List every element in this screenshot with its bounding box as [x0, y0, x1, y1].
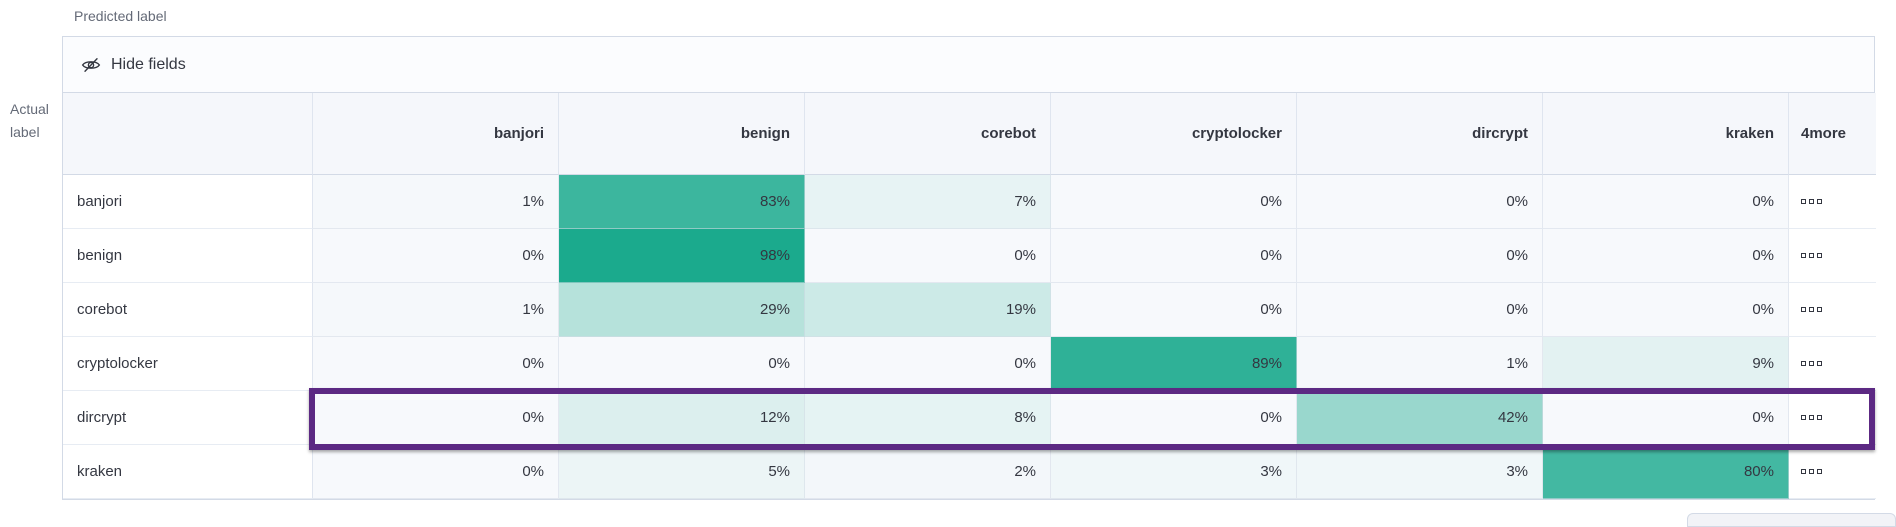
row-actions-button[interactable] — [1801, 469, 1822, 474]
predicted-label: Predicted label — [74, 8, 167, 24]
matrix-cell[interactable]: 0% — [313, 337, 559, 391]
row-label-dircrypt[interactable]: dircrypt — [63, 391, 313, 445]
row-actions-cell — [1789, 229, 1876, 283]
matrix-cell[interactable]: 1% — [1297, 337, 1543, 391]
matrix-cell[interactable]: 0% — [1051, 229, 1297, 283]
matrix-cell[interactable]: 0% — [1543, 175, 1789, 229]
row-actions-cell — [1789, 391, 1876, 445]
row-actions-button[interactable] — [1801, 199, 1822, 204]
matrix-cell[interactable]: 83% — [559, 175, 805, 229]
matrix-cell[interactable]: 3% — [1051, 445, 1297, 499]
row-label-banjori[interactable]: banjori — [63, 175, 313, 229]
hide-fields-label: Hide fields — [111, 55, 186, 73]
confusion-matrix-panel: Hide fields banjori benign corebot cryptolo… — [62, 36, 1876, 500]
matrix-cell[interactable]: 0% — [1297, 229, 1543, 283]
ellipsis-boxes-icon — [1801, 415, 1806, 420]
matrix-cell[interactable]: 12% — [559, 391, 805, 445]
row-label-corebot[interactable]: corebot — [63, 283, 313, 337]
column-header-dircrypt[interactable]: dircrypt — [1297, 93, 1543, 175]
ellipsis-boxes-icon — [1801, 199, 1806, 204]
column-header-corebot[interactable]: corebot — [805, 93, 1051, 175]
row-actions-cell — [1789, 337, 1876, 391]
matrix-cell[interactable]: 0% — [1051, 391, 1297, 445]
row-actions-cell — [1789, 175, 1876, 229]
row-actions-button[interactable] — [1801, 415, 1822, 420]
actual-label: Actual label — [10, 101, 49, 140]
matrix-cell[interactable]: 9% — [1543, 337, 1789, 391]
matrix-cell[interactable]: 8% — [805, 391, 1051, 445]
matrix-cell[interactable]: 0% — [1543, 229, 1789, 283]
matrix-cell[interactable]: 0% — [559, 337, 805, 391]
matrix-cell[interactable]: 0% — [1543, 283, 1789, 337]
matrix-cell[interactable]: 3% — [1297, 445, 1543, 499]
matrix-cell[interactable]: 29% — [559, 283, 805, 337]
matrix-cell[interactable]: 0% — [1297, 283, 1543, 337]
ellipsis-boxes-icon — [1801, 469, 1806, 474]
hide-fields-button[interactable]: Hide fields — [81, 55, 186, 75]
row-actions-button[interactable] — [1801, 307, 1822, 312]
matrix-cell[interactable]: 42% — [1297, 391, 1543, 445]
column-header-kraken[interactable]: kraken — [1543, 93, 1789, 175]
matrix-cell[interactable]: 0% — [805, 229, 1051, 283]
row-actions-cell — [1789, 445, 1876, 499]
matrix-cell[interactable]: 0% — [313, 229, 559, 283]
matrix-cell[interactable]: 7% — [805, 175, 1051, 229]
matrix-cell[interactable]: 5% — [559, 445, 805, 499]
matrix-cell[interactable]: 98% — [559, 229, 805, 283]
matrix-cell[interactable]: 1% — [313, 283, 559, 337]
matrix-cell[interactable]: 19% — [805, 283, 1051, 337]
matrix-cell[interactable]: 0% — [1543, 391, 1789, 445]
ellipsis-boxes-icon — [1801, 361, 1806, 366]
row-label-kraken[interactable]: kraken — [63, 445, 313, 499]
column-header-banjori[interactable]: banjori — [313, 93, 559, 175]
matrix-grid: banjori benign corebot cryptolocker dircrypt… — [63, 93, 1876, 499]
row-label-cryptolocker[interactable]: cryptolocker — [63, 337, 313, 391]
ellipsis-boxes-icon — [1801, 253, 1806, 258]
row-actions-cell — [1789, 283, 1876, 337]
matrix-cell[interactable]: 1% — [313, 175, 559, 229]
matrix-cell[interactable]: 0% — [313, 391, 559, 445]
matrix-cell[interactable]: 0% — [1051, 175, 1297, 229]
matrix-cell[interactable]: 0% — [313, 445, 559, 499]
grid-toolbar: Hide fields — [63, 37, 1874, 93]
matrix-cell[interactable]: 0% — [1297, 175, 1543, 229]
row-actions-button[interactable] — [1801, 361, 1822, 366]
column-header-benign[interactable]: benign — [559, 93, 805, 175]
matrix-cell[interactable]: 80% — [1543, 445, 1789, 499]
matrix-cell[interactable]: 89% — [1051, 337, 1297, 391]
matrix-cell[interactable]: 0% — [1051, 283, 1297, 337]
row-actions-button[interactable] — [1801, 253, 1822, 258]
column-header-more[interactable]: 4 more — [1789, 93, 1876, 175]
matrix-cell[interactable]: 0% — [805, 337, 1051, 391]
row-label-benign[interactable]: benign — [63, 229, 313, 283]
column-header-corner — [63, 93, 313, 175]
matrix-cell[interactable]: 2% — [805, 445, 1051, 499]
horizontal-scrollbar[interactable] — [1687, 513, 1896, 527]
eye-slash-icon — [81, 55, 101, 75]
ellipsis-boxes-icon — [1801, 307, 1806, 312]
column-header-cryptolocker[interactable]: cryptolocker — [1051, 93, 1297, 175]
